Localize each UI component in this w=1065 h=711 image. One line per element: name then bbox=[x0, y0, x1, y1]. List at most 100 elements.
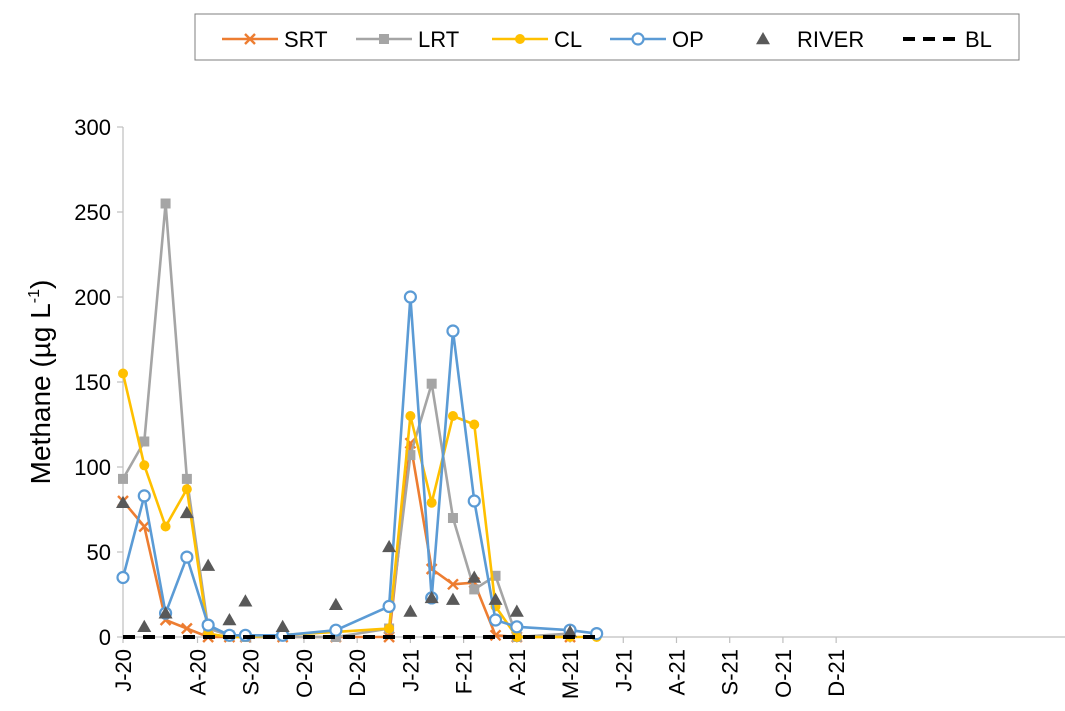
point-op-1 bbox=[137, 489, 151, 503]
point-srt-12 bbox=[447, 578, 459, 591]
point-river-10 bbox=[403, 604, 418, 617]
x-tick-label-3: O-20 bbox=[292, 649, 317, 698]
x-tick-label-8: M-21 bbox=[558, 649, 583, 699]
series-river bbox=[116, 495, 578, 638]
point-river-5 bbox=[222, 613, 237, 626]
y-axis-title-sup: -1 bbox=[26, 289, 43, 303]
y-tick-label-2: 100 bbox=[74, 455, 111, 480]
point-lrt-12 bbox=[469, 584, 480, 595]
point-lrt-10 bbox=[426, 378, 437, 389]
point-river-12 bbox=[445, 592, 460, 605]
x-tick-label-9: J-21 bbox=[611, 649, 636, 692]
x-tick-label-1: A-20 bbox=[186, 649, 211, 695]
legend: SRT LRT CL OP RIVER BL bbox=[222, 27, 992, 52]
point-cl-2 bbox=[160, 521, 171, 532]
legend-item-lrt: LRT bbox=[356, 27, 459, 52]
point-op-9 bbox=[382, 599, 396, 614]
point-lrt-7 bbox=[330, 632, 341, 642]
legend-item-cl: CL bbox=[492, 27, 582, 52]
point-river-11 bbox=[424, 590, 439, 604]
point-lrt-3 bbox=[181, 473, 192, 484]
legend-label-river: RIVER bbox=[797, 27, 864, 52]
legend-item-bl: BL bbox=[903, 27, 992, 52]
point-river-13 bbox=[467, 570, 482, 583]
x-tick-label-10: A-21 bbox=[664, 649, 689, 695]
point-op-10 bbox=[403, 290, 417, 304]
legend-swatch-marker-river bbox=[756, 32, 770, 45]
y-ticks: 0 50 100 150 200 250 300 bbox=[74, 115, 123, 650]
y-tick-label-5: 250 bbox=[74, 200, 111, 225]
y-tick-label-4: 200 bbox=[74, 285, 111, 310]
legend-swatch-marker-op bbox=[631, 32, 645, 46]
point-cl-8 bbox=[384, 623, 395, 634]
legend-label-op: OP bbox=[672, 27, 704, 52]
point-srt-3 bbox=[181, 622, 193, 635]
y-tick-label-1: 50 bbox=[87, 540, 111, 565]
legend-box bbox=[194, 13, 1020, 61]
point-cl-0 bbox=[118, 368, 128, 379]
y-axis-title-close: ) bbox=[25, 280, 56, 289]
point-river-9 bbox=[382, 539, 397, 553]
series-lrt bbox=[118, 198, 576, 642]
x-tick-label-5: J-21 bbox=[398, 649, 423, 692]
y-tick-label-0: 0 bbox=[99, 625, 111, 650]
series-line-lrt bbox=[121, 202, 571, 639]
point-op-8 bbox=[329, 623, 343, 637]
point-river-8 bbox=[328, 597, 343, 610]
legend-swatch-marker-cl bbox=[515, 34, 525, 44]
legend-label-srt: SRT bbox=[284, 27, 328, 52]
series-line-op bbox=[121, 295, 597, 637]
point-river-14 bbox=[488, 592, 503, 605]
legend-label-bl: BL bbox=[965, 27, 992, 52]
y-axis-title-main: Methane (µg L bbox=[25, 303, 56, 484]
x-tick-label-6: F-21 bbox=[452, 649, 477, 694]
point-river-2 bbox=[158, 606, 173, 619]
point-cl-10 bbox=[426, 497, 437, 508]
series-line-srt bbox=[122, 441, 571, 639]
x-ticks: J-20 A-20 S-20 O-20 D-20 J-21 F-21 A-21 M-21 J-21… bbox=[111, 637, 849, 699]
point-lrt-9 bbox=[405, 450, 416, 461]
point-op-12 bbox=[446, 324, 460, 338]
x-tick-label-2: S-20 bbox=[239, 649, 264, 695]
point-river-6 bbox=[238, 594, 253, 607]
point-srt-1 bbox=[138, 520, 151, 533]
point-lrt-1 bbox=[139, 436, 150, 447]
series-op bbox=[116, 290, 604, 642]
point-cl-12 bbox=[469, 419, 480, 430]
point-river-1 bbox=[137, 619, 152, 633]
legend-swatch-marker-srt bbox=[244, 33, 256, 45]
point-river-7 bbox=[275, 619, 290, 633]
point-op-3 bbox=[180, 550, 194, 564]
point-op-4 bbox=[201, 618, 215, 632]
x-tick-label-4: D-20 bbox=[345, 649, 370, 697]
y-axis-title: Methane (µg L-1) bbox=[25, 280, 56, 485]
x-tick-label-11: S-21 bbox=[718, 649, 743, 695]
point-op-0 bbox=[116, 570, 130, 585]
point-river-15 bbox=[509, 604, 524, 617]
series-line-cl bbox=[121, 373, 597, 639]
point-cl-11 bbox=[447, 411, 458, 421]
legend-label-cl: CL bbox=[554, 27, 582, 52]
point-lrt-2 bbox=[160, 198, 171, 209]
point-op-14 bbox=[488, 613, 503, 627]
legend-label-lrt: LRT bbox=[418, 27, 459, 52]
point-cl-14 bbox=[511, 632, 522, 642]
point-river-0 bbox=[116, 495, 130, 508]
point-lrt-11 bbox=[447, 513, 458, 523]
point-op-15 bbox=[510, 620, 524, 634]
point-river-4 bbox=[201, 558, 216, 571]
point-river-16 bbox=[563, 624, 578, 638]
point-lrt-13 bbox=[490, 570, 501, 581]
x-tick-label-13: D-21 bbox=[824, 649, 849, 697]
series-cl bbox=[118, 368, 602, 642]
y-tick-label-3: 150 bbox=[74, 370, 111, 395]
x-tick-label-7: A-21 bbox=[505, 649, 530, 695]
series-layer bbox=[116, 198, 604, 643]
point-cl-1 bbox=[139, 460, 150, 471]
x-tick-label-12: O-21 bbox=[771, 649, 796, 698]
x-tick-label-0: J-20 bbox=[111, 649, 136, 692]
point-cl-9 bbox=[405, 411, 416, 421]
legend-item-river: RIVER bbox=[756, 27, 864, 52]
legend-item-op: OP bbox=[610, 27, 704, 52]
